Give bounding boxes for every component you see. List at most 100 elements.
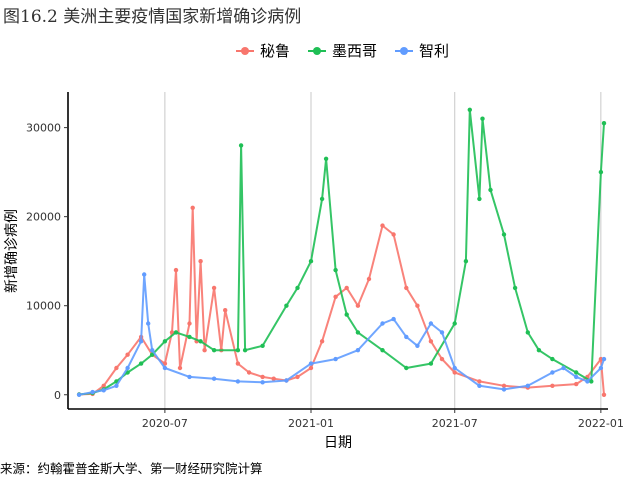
- data-point-0-44: [598, 356, 604, 362]
- data-point-0-30: [366, 276, 372, 282]
- data-point-0-45: [601, 392, 607, 397]
- data-point-0-24: [295, 374, 300, 380]
- data-point-0-11: [187, 321, 192, 326]
- data-point-2-11: [211, 376, 217, 381]
- data-point-2-25: [477, 383, 482, 388]
- data-point-1-17: [295, 285, 300, 291]
- figure-caption: 图16.2 美洲主要疫情国家新增确诊病例: [3, 7, 302, 27]
- legend-key-chile: [395, 43, 414, 59]
- data-point-0-39: [501, 383, 507, 388]
- data-point-2-30: [574, 374, 579, 380]
- data-point-0-38: [477, 379, 482, 384]
- grid-lines: [164, 92, 602, 409]
- data-point-2-29: [561, 365, 566, 371]
- data-point-2-15: [308, 361, 314, 366]
- data-point-0-33: [404, 285, 409, 291]
- data-point-1-18: [308, 259, 314, 264]
- data-point-2-22: [428, 321, 434, 326]
- data-point-1-41: [601, 121, 607, 126]
- data-point-0-36: [439, 356, 445, 362]
- data-point-1-25: [404, 365, 409, 371]
- legend-item-mexico: 墨西哥: [308, 40, 377, 61]
- data-point-1-13: [238, 143, 244, 148]
- y-tick-label-1: 10000: [26, 300, 61, 313]
- data-point-2-12: [235, 379, 241, 384]
- x-tick-label-3: 2022-01: [578, 417, 624, 430]
- data-point-1-8: [173, 330, 179, 335]
- legend-label-chile: 智利: [419, 42, 450, 60]
- x-tick-label-2: 2021-07: [432, 417, 478, 430]
- data-point-1-38: [574, 370, 579, 375]
- data-point-2-10: [187, 374, 192, 380]
- data-point-2-13: [260, 380, 265, 385]
- data-point-0-42: [574, 381, 579, 387]
- data-point-1-28: [463, 259, 469, 264]
- data-point-2-28: [550, 370, 555, 375]
- data-point-1-32: [488, 187, 493, 193]
- legend: 秘鲁 墨西哥 智利: [236, 40, 449, 61]
- series-lines: [76, 107, 607, 397]
- data-point-2-27: [525, 383, 530, 388]
- data-point-1-21: [333, 267, 338, 273]
- data-point-0-16: [211, 285, 217, 291]
- data-point-0-14: [198, 259, 203, 264]
- data-point-1-23: [355, 330, 361, 335]
- legend-label-peru: 秘鲁: [260, 42, 291, 60]
- data-point-2-2: [101, 388, 106, 393]
- data-point-2-32: [598, 365, 604, 371]
- data-point-1-30: [477, 196, 482, 202]
- data-point-0-9: [173, 267, 179, 273]
- y-axis-title: 新增确诊病例: [4, 209, 20, 293]
- data-point-0-28: [344, 285, 349, 291]
- data-point-2-6: [142, 272, 147, 277]
- data-point-1-12: [235, 348, 241, 353]
- data-point-2-33: [601, 356, 607, 362]
- data-point-0-12: [190, 205, 195, 210]
- data-point-1-29: [467, 107, 472, 113]
- y-tick-label-0: 0: [54, 389, 61, 402]
- data-point-2-26: [501, 387, 507, 392]
- data-point-2-1: [90, 389, 95, 395]
- data-point-0-10: [177, 365, 183, 371]
- data-point-2-4: [125, 365, 130, 371]
- data-point-2-8: [150, 348, 155, 353]
- data-point-0-37: [452, 370, 457, 375]
- data-point-2-14: [284, 378, 289, 383]
- data-point-0-21: [260, 374, 265, 380]
- data-point-1-36: [536, 348, 542, 353]
- data-point-0-20: [246, 370, 252, 375]
- data-point-0-31: [380, 223, 385, 228]
- data-point-0-2: [101, 383, 106, 388]
- data-point-1-15: [260, 343, 265, 348]
- data-point-1-20: [323, 156, 329, 161]
- data-point-2-24: [452, 365, 457, 371]
- data-point-1-5: [138, 361, 144, 366]
- series-line-0: [79, 206, 605, 396]
- data-point-1-33: [501, 232, 507, 237]
- data-point-1-34: [512, 285, 518, 291]
- data-point-1-24: [380, 348, 385, 353]
- data-point-2-9: [162, 365, 168, 371]
- data-point-2-7: [146, 321, 151, 326]
- data-point-1-16: [284, 303, 289, 308]
- data-point-0-4: [125, 352, 130, 357]
- data-point-1-31: [480, 116, 485, 121]
- data-point-0-15: [202, 348, 207, 353]
- x-tick-label-0: 2020-07: [142, 417, 188, 430]
- legend-key-peru: [236, 43, 254, 59]
- data-point-0-25: [308, 365, 314, 371]
- data-point-1-6: [150, 352, 155, 357]
- data-point-0-19: [235, 361, 241, 366]
- data-point-1-35: [525, 330, 530, 335]
- data-point-0-18: [223, 308, 228, 313]
- data-point-1-26: [428, 361, 434, 366]
- data-point-2-19: [391, 316, 396, 322]
- data-point-0-7: [162, 361, 168, 366]
- y-tick-label-2: 20000: [26, 211, 61, 224]
- data-point-2-20: [404, 334, 409, 340]
- y-tick-label-3: 30000: [26, 122, 61, 135]
- data-point-1-37: [550, 356, 555, 362]
- data-point-1-22: [344, 312, 349, 317]
- data-point-0-22: [271, 376, 276, 381]
